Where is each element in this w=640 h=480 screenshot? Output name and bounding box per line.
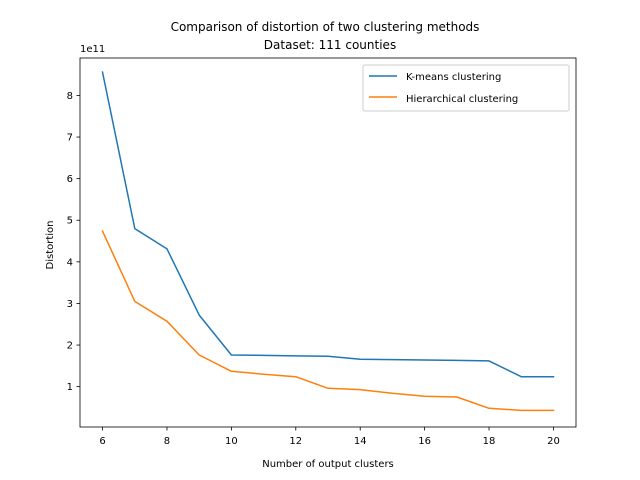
y-tick-label: 3 bbox=[67, 299, 73, 310]
y-axis-label: Distortion bbox=[45, 221, 56, 270]
legend-label-kmeans: K-means clustering bbox=[406, 72, 501, 83]
y-tick-label: 5 bbox=[67, 216, 73, 227]
chart-title-line2: Dataset: 111 counties bbox=[264, 38, 396, 52]
x-tick-label: 14 bbox=[354, 436, 367, 447]
legend-label-hierarchical: Hierarchical clustering bbox=[406, 94, 518, 105]
axes-frame bbox=[79, 57, 577, 428]
chart-title-line1: Comparison of distortion of two clusteri… bbox=[171, 20, 480, 34]
x-tick-label: 6 bbox=[99, 436, 105, 447]
y-tick-label: 1 bbox=[67, 382, 73, 393]
y-axis-ticks: 1 2 3 4 5 6 7 8 bbox=[67, 91, 80, 393]
y-tick-label: 7 bbox=[67, 133, 73, 144]
series-line-0 bbox=[101, 71, 555, 378]
x-tick-label: 18 bbox=[483, 436, 496, 447]
series-line-1 bbox=[101, 230, 555, 412]
y-tick-label: 8 bbox=[67, 91, 73, 102]
x-axis-label: Number of output clusters bbox=[262, 459, 394, 470]
x-axis-ticks: 6 8 10 12 14 16 18 20 bbox=[99, 427, 560, 447]
x-tick-label: 20 bbox=[547, 436, 560, 447]
legend: K-means clustering Hierarchical clusteri… bbox=[362, 64, 570, 112]
y-tick-label: 2 bbox=[67, 341, 73, 352]
y-offset-text: 1e11 bbox=[80, 44, 105, 55]
legend-frame bbox=[362, 64, 570, 112]
series-lines bbox=[101, 71, 555, 412]
plot-area bbox=[79, 57, 577, 428]
y-tick-label: 4 bbox=[67, 257, 73, 268]
x-tick-label: 8 bbox=[164, 436, 170, 447]
x-tick-label: 10 bbox=[225, 436, 238, 447]
y-tick-label: 6 bbox=[67, 174, 73, 185]
x-tick-label: 16 bbox=[418, 436, 431, 447]
x-tick-label: 12 bbox=[289, 436, 302, 447]
